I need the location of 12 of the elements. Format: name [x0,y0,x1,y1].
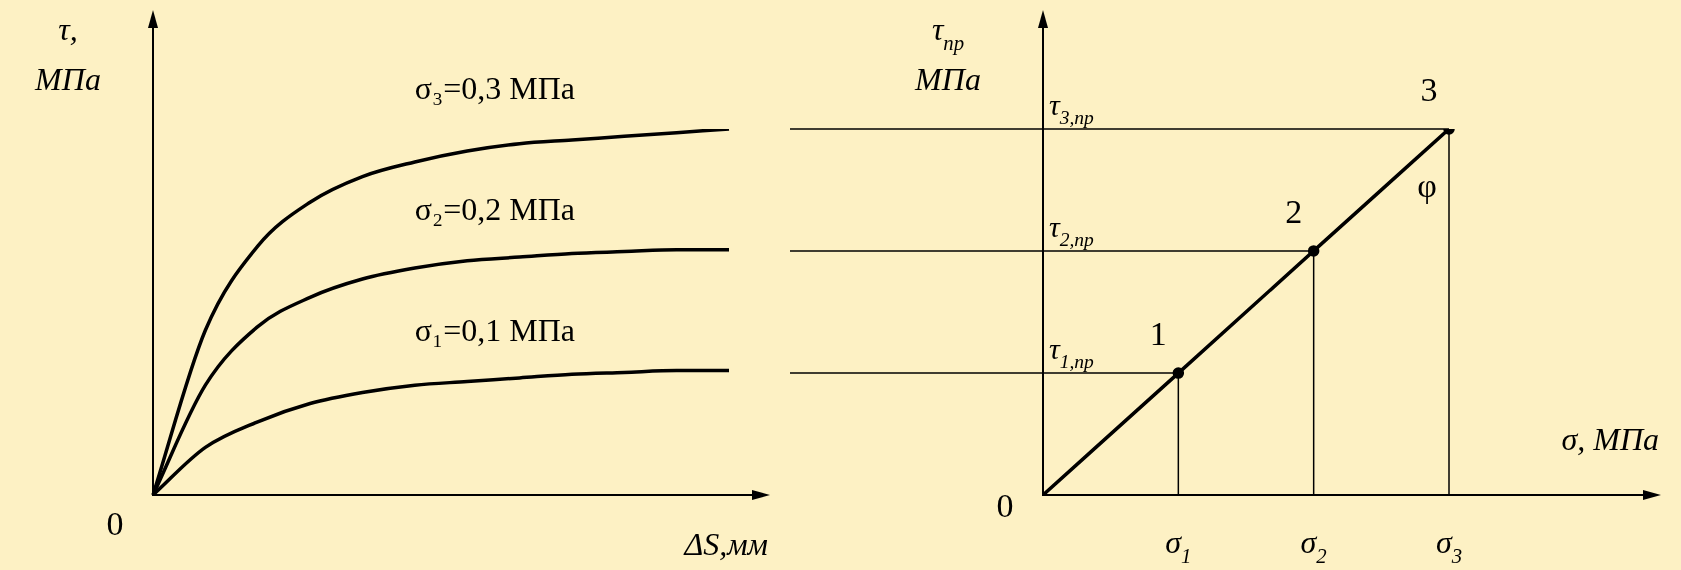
series-label: σ₃=0,3 МПа [414,70,576,106]
annotation: 3 [1420,71,1438,108]
text: 0 [106,505,124,542]
text: 0 [996,487,1014,524]
series-label: σ₂=0,2 МПа [414,190,576,227]
annotation: 1 [1149,315,1167,353]
annotation: 2 [1285,192,1303,230]
x-axis-title: ΔS,мм [682,526,768,562]
y-axis-title: τ, МПа [34,11,101,97]
x-axis-title: σ, МПа [1561,421,1659,457]
series-label: σ₁=0,1 МПа [414,311,576,348]
annotation: φ [1417,167,1437,204]
